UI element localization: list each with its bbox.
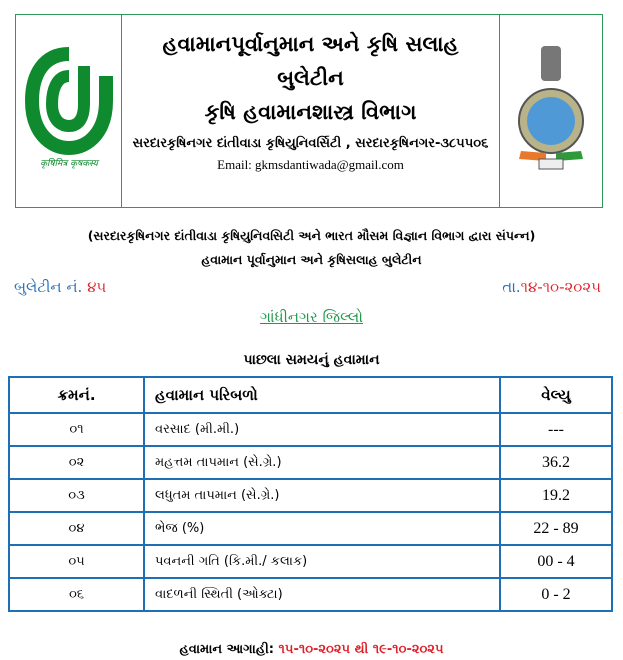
bulletin-number-label: બુલેટીન નં. [14,278,83,296]
university-logo: कृषिमित्र कृषकस्य [16,15,122,207]
serial: ૦૨ [8,445,145,480]
serial: ૦૩ [8,478,145,513]
date-value: ૧૪-૧૦-૨૦૨૫ [520,278,601,296]
bulletin-number: બુલેટીન નં. ૪૫ [14,276,106,298]
serial: ૦૫ [8,544,145,579]
parameter: મહત્તમ તાપમાન (સે.ગ્રે.) [143,445,501,480]
forecast-heading: હવામાન આગાહી: ૧૫-૧૦-૨૦૨૫ થી ૧૯-૧૦-૨૦૨૫ [0,640,623,660]
address: સરદારકૃષિનગર દાંતીવાડા કૃષિયુનિવર્સિટી ,… [132,136,489,151]
forecast-label: હવામાન આગાહી: [179,642,274,657]
parameter: પવનની ગતિ (કિ.મી./ કલાક) [143,544,501,579]
parameter: લધુતમ તાપમાન (સે.ગ્રે.) [143,478,501,513]
table-row: ૦૬ વાદળની સ્થિતી (ઓક્ટા) 0 - 2 [8,577,613,612]
value: 22 - 89 [499,511,613,546]
table-header-row: ક્રમનં. હવામાન પરિબળો વેલ્યુ [8,376,613,414]
intro-line-2: હવામાન પૂર્વાનુમાન અને કૃષિસલાહ બુલેટીન [201,252,422,267]
value: 36.2 [499,445,613,480]
bulletin-info-row: બુલેટીન નં. ૪૫ તા.૧૪-૧૦-૨૦૨૫ [0,276,623,298]
bulletin-subtitle: બુલેટીન [277,66,344,90]
table-row: ૦૫ પવનની ગતિ (કિ.મી./ કલાક) 00 - 4 [8,544,613,579]
forecast-range: ૧૫-૧૦-૨૦૨૫ થી ૧૯-૧૦-૨૦૨૫ [278,642,444,657]
value: --- [499,412,613,447]
table-row: ૦૩ લધુતમ તાપમાન (સે.ગ્રે.) 19.2 [8,478,613,513]
date-label: તા. [502,278,521,296]
imd-emblem [500,15,602,207]
bulletin-title: હવામાનપૂર્વાનુમાન અને કૃષિ સલાહ [162,32,459,56]
parameter: વરસાદ (મી.મી.) [143,412,501,447]
value: 19.2 [499,478,613,513]
parameter: વાદળની સ્થિતી (ઓક્ટા) [143,577,501,612]
col-header-value: વેલ્યુ [499,376,613,414]
serial: ૦૪ [8,511,145,546]
section-title: પાછલા સમયનું હવામાન [243,352,380,368]
table-row: ૦૧ વરસાદ (મી.મી.) --- [8,412,613,447]
col-header-serial: ક્રમનં. [8,376,145,414]
parameter: ભેજ (%) [143,511,501,546]
intro-line-1: (સરદારકૃષિનગર દાંતીવાડા કૃષિયુનિવસિટી અન… [87,228,536,243]
table-row: ૦૪ ભેજ (%) 22 - 89 [8,511,613,546]
email: Email: gkmsdantiwada@gmail.com [217,157,404,172]
district-name: ગાંધીનગર જિલ્લો [259,308,364,326]
logo-motto: कृषिमित्र कृषकस्य [40,157,100,169]
bulletin-number-value: ૪૫ [87,278,107,296]
value: 0 - 2 [499,577,613,612]
serial: ૦૬ [8,577,145,612]
department-name: કૃષિ હવામાનશાસ્ત્ર વિભાગ [204,100,417,124]
table-row: ૦૨ મહત્તમ તાપમાન (સે.ગ્રે.) 36.2 [8,445,613,480]
col-header-parameter: હવામાન પરિબળો [143,376,501,414]
past-weather-table: ક્રમનં. હવામાન પરિબળો વેલ્યુ ૦૧ વરસાદ (મી… [8,376,613,612]
value: 00 - 4 [499,544,613,579]
header-box: कृषिमित्र कृषकस्य હવામાનપૂર્વાનુમાન અને … [15,14,603,208]
serial: ૦૧ [8,412,145,447]
bulletin-date: તા.૧૪-૧૦-૨૦૨૫ [502,276,601,298]
